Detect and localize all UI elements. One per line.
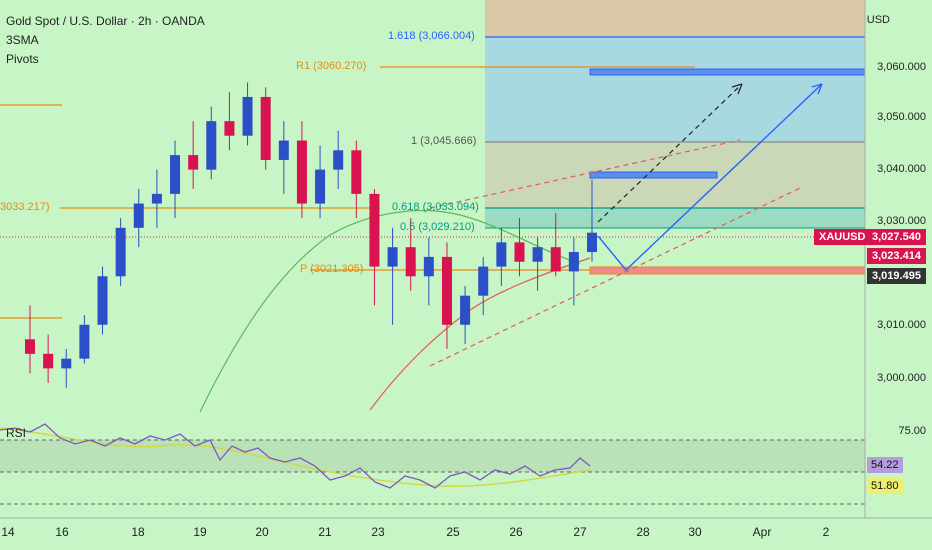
date-26: 26	[509, 525, 523, 539]
candle-body	[260, 96, 271, 160]
rsi-line	[0, 423, 591, 489]
projection-solid	[597, 83, 823, 272]
currency-label[interactable]: USD	[866, 14, 890, 26]
date-23: 23	[371, 525, 385, 539]
candle-body	[405, 247, 416, 277]
rsi-signal-tag: 51.80	[867, 478, 903, 494]
candle-body	[115, 227, 126, 277]
symbol-title[interactable]: Gold Spot / U.S. Dollar · 2h · OANDA	[6, 14, 205, 28]
candle-body	[278, 140, 289, 160]
fib-0618-label: 0.618 (3,033.094)	[392, 201, 479, 213]
candle-body	[587, 232, 597, 253]
candle-body	[25, 339, 35, 354]
candle-body	[242, 96, 253, 136]
resistance-box-mid[interactable]	[589, 171, 718, 179]
rsi-tick-75: 75.00	[898, 425, 926, 437]
sma-green	[199, 210, 581, 413]
price-tick-3060: 3,060.000	[877, 61, 926, 73]
candle-body	[188, 155, 199, 170]
date-28: 28	[636, 525, 650, 539]
candle-body	[97, 276, 108, 325]
candle-body	[478, 266, 489, 296]
target-zone-top	[485, 0, 865, 38]
rsi-band	[0, 440, 865, 472]
target-zone-fib	[485, 38, 865, 142]
candle-body	[532, 247, 543, 262]
projection-dashed-arrow-icon	[731, 83, 743, 95]
last-price-tag: 3,027.540	[867, 229, 926, 245]
candle-body	[333, 150, 344, 170]
indicator-3sma[interactable]: 3SMA	[6, 33, 39, 47]
date-16: 16	[55, 525, 69, 539]
channel-upper	[429, 139, 741, 209]
resistance-box-top[interactable]	[589, 68, 866, 76]
candle-body	[151, 193, 162, 204]
candle-body	[369, 193, 380, 267]
candle-body	[133, 203, 144, 228]
projection-solid-arrow-icon	[811, 83, 823, 95]
date-19: 19	[193, 525, 207, 539]
candle-body	[441, 256, 452, 325]
projection-dashed	[597, 83, 743, 223]
date-25: 25	[446, 525, 460, 539]
candle-body	[79, 324, 90, 359]
channel-lower	[429, 187, 801, 367]
price-tick-3010: 3,010.000	[877, 319, 926, 331]
r1-label: R1 (3060.270)	[296, 60, 367, 72]
date-14: 14	[1, 525, 15, 539]
candle-body	[514, 242, 525, 262]
candle-body	[43, 353, 54, 369]
candle-body	[206, 121, 217, 170]
date-18: 18	[131, 525, 145, 539]
fib-1-label: 1 (3,045.666)	[411, 135, 477, 147]
date-27: 27	[573, 525, 587, 539]
date-21: 21	[318, 525, 332, 539]
price-tick-3050: 3,050.000	[877, 111, 926, 123]
candle-body	[315, 169, 326, 204]
candle-body	[387, 247, 398, 267]
candle-body	[460, 295, 471, 325]
rsi-label[interactable]: RSI	[6, 426, 27, 440]
price-tick-3040: 3,040.000	[877, 163, 926, 175]
candle-body	[423, 256, 434, 277]
candle-body	[61, 358, 72, 369]
rsi-value-tag: 54.22	[867, 457, 903, 473]
date-20: 20	[255, 525, 269, 539]
candle-body	[550, 247, 561, 272]
indicator-pivots[interactable]: Pivots	[6, 52, 39, 66]
candle-body	[224, 121, 235, 136]
pivot-label: P (3021.305)	[300, 263, 364, 275]
candle-body	[496, 242, 507, 267]
date-apr: Apr	[752, 525, 772, 539]
chart-legend: Gold Spot / U.S. Dollar · 2h · OANDA 3SM…	[6, 12, 205, 69]
candle-body	[568, 252, 579, 272]
candles-group	[25, 82, 597, 388]
symbol-tag: XAUUSD	[814, 229, 871, 245]
left-level-label: 3033.217)	[0, 201, 50, 213]
candle-body	[296, 140, 307, 204]
fib-05-label: 0.5 (3,029.210)	[400, 221, 475, 233]
candle-body	[170, 155, 181, 194]
support-box[interactable]	[589, 266, 866, 275]
level-a-tag: 3,023.414	[867, 248, 926, 264]
target-zone-low	[485, 208, 865, 228]
price-tick-3030: 3,030.000	[877, 215, 926, 227]
date-2: 2	[822, 525, 830, 539]
price-tick-3000: 3,000.000	[877, 372, 926, 384]
candle-body	[351, 150, 362, 194]
level-b-tag: 3,019.495	[867, 268, 926, 284]
date-30: 30	[688, 525, 702, 539]
fib-1618-label: 1.618 (3,066.004)	[388, 30, 475, 42]
